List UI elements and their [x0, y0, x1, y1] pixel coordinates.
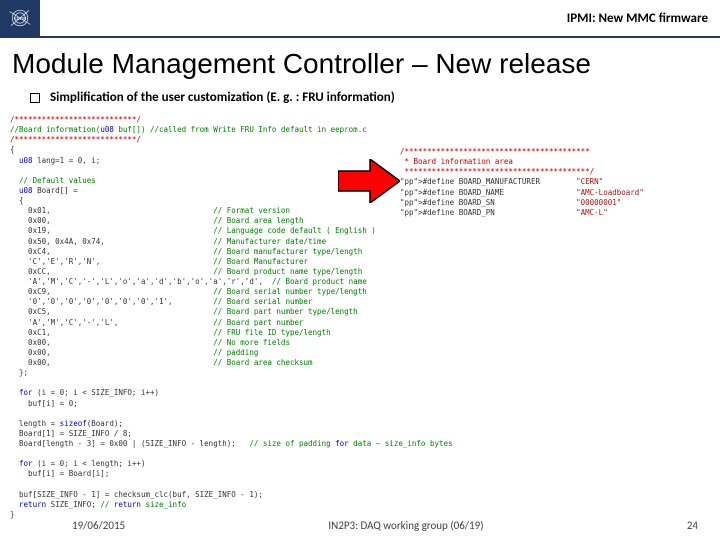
header: CERN IPMI: New MMC firmware: [0, 0, 720, 38]
footer-center: IN2P3: DAQ working group (06/19): [125, 519, 687, 532]
footer-page: 24: [687, 519, 698, 532]
bullet-text: Simplification of the user customization…: [50, 90, 395, 105]
svg-text:CERN: CERN: [14, 16, 27, 21]
cern-logo: CERN: [0, 0, 40, 37]
bullet-square-icon: [30, 93, 40, 103]
slide-title: Module Management Controller – New relea…: [0, 38, 720, 86]
header-topic: IPMI: New MMC firmware: [567, 11, 708, 26]
code-area: /***************************/ //Board in…: [0, 109, 720, 520]
footer-date: 19/06/2015: [72, 519, 125, 532]
bullet-item: Simplification of the user customization…: [0, 86, 720, 109]
footer: 19/06/2015 IN2P3: DAQ working group (06/…: [0, 519, 720, 532]
arrow-icon: [338, 159, 400, 203]
code-after: /***************************************…: [400, 147, 644, 218]
